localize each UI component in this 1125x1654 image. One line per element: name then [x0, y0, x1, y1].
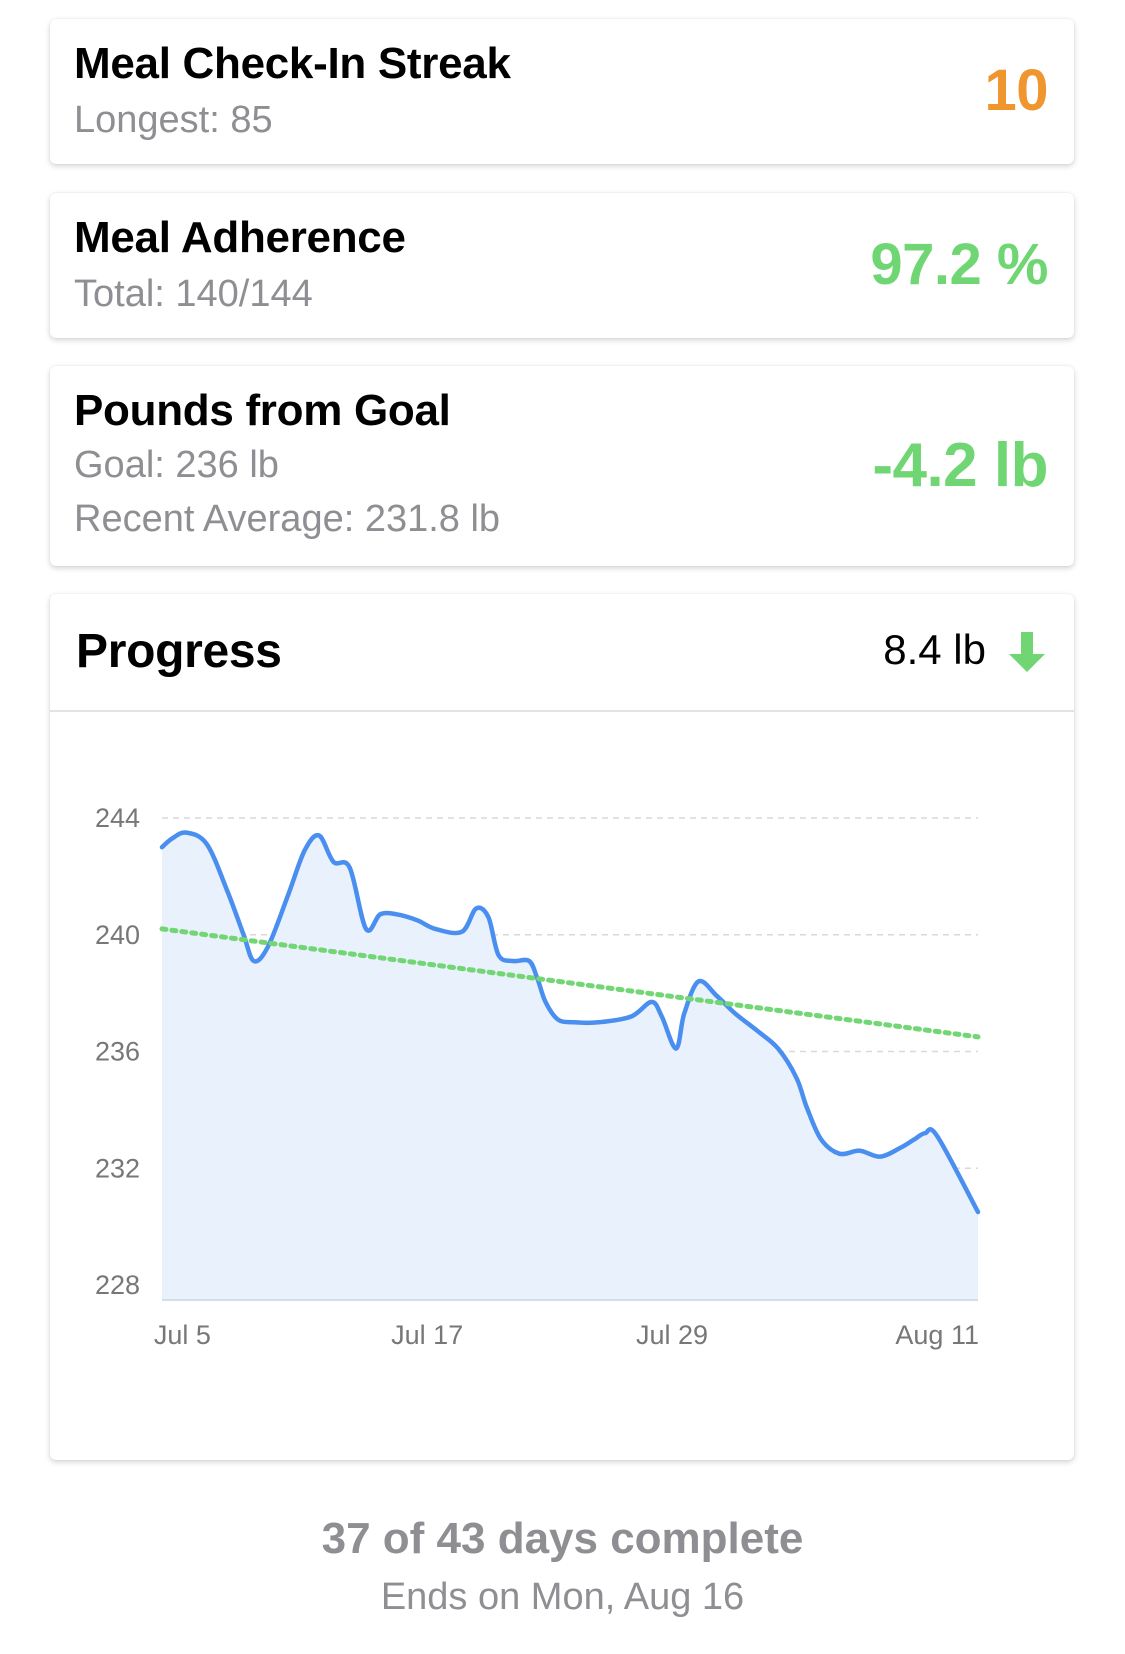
- adherence-title: Meal Adherence: [74, 213, 406, 262]
- x-tick-label: Jul 5: [154, 1320, 211, 1350]
- goal-target: Goal: 236 lb: [74, 444, 279, 486]
- progress-title: Progress: [76, 625, 282, 678]
- streak-longest: Longest: 85: [74, 99, 273, 141]
- y-tick-label: 232: [95, 1153, 140, 1183]
- goal-value: -4.2 lb: [872, 431, 1048, 500]
- days-complete: 37 of 43 days complete: [321, 1514, 804, 1563]
- y-tick-label: 244: [95, 803, 140, 833]
- x-tick-label: Jul 29: [636, 1320, 708, 1350]
- progress-header: Progress 8.4 lb: [50, 594, 1074, 712]
- trend-line: [159, 926, 981, 1040]
- y-tick-label: 228: [95, 1270, 140, 1300]
- y-tick-label: 236: [95, 1037, 140, 1067]
- adherence-total: Total: 140/144: [74, 273, 313, 315]
- streak-value: 10: [984, 58, 1048, 123]
- goal-recent-average: Recent Average: 231.8 lb: [74, 498, 501, 540]
- end-date: Ends on Mon, Aug 16: [380, 1576, 745, 1618]
- weight-line: [159, 830, 981, 1215]
- x-tick-label: Jul 17: [391, 1320, 463, 1350]
- adherence-value: 97.2 %: [870, 232, 1048, 297]
- goal-card[interactable]: Pounds from Goal Goal: 236 lb Recent Ave…: [50, 366, 1074, 566]
- streak-card[interactable]: Meal Check-In Streak Longest: 85 10: [50, 19, 1074, 164]
- arrow-down-icon: [1009, 632, 1045, 672]
- progress-change: 8.4 lb: [883, 626, 986, 673]
- weight-area: [162, 832, 978, 1300]
- x-tick-label: Aug 11: [895, 1320, 979, 1350]
- goal-title: Pounds from Goal: [74, 386, 451, 435]
- progress-card[interactable]: Progress 8.4 lb 228 232 236 240 244 Jul 5 Jul …: [50, 594, 1074, 1460]
- adherence-card[interactable]: Meal Adherence Total: 140/144 97.2 %: [50, 193, 1074, 338]
- streak-title: Meal Check-In Streak: [74, 39, 511, 88]
- weight-chart: 228 232 236 240 244 Jul 5 Jul 17 Jul 29 Aug 11: [95, 803, 981, 1350]
- y-tick-label: 240: [95, 920, 140, 950]
